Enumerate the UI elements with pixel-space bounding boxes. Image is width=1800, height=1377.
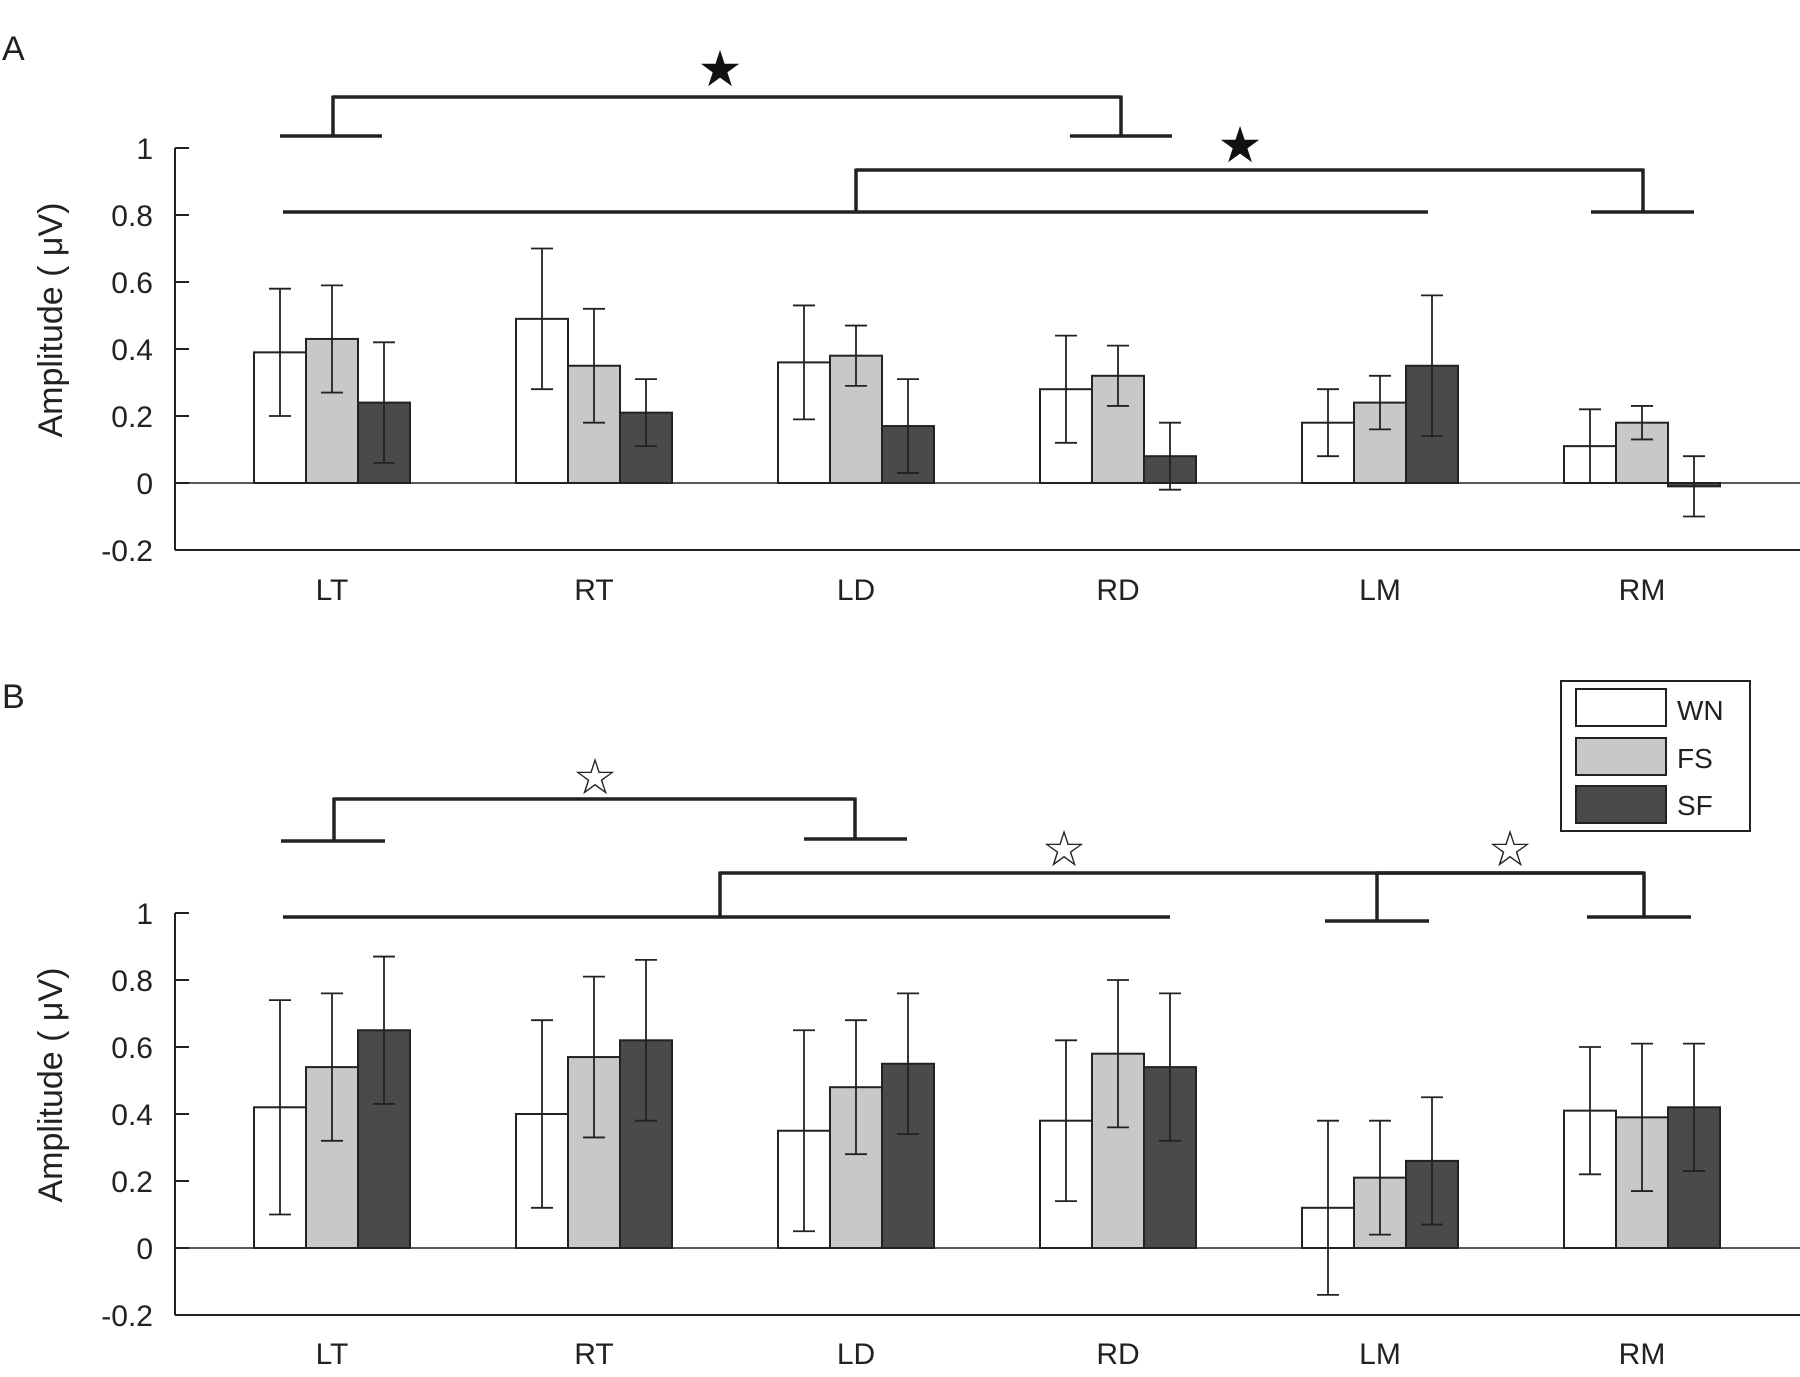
significance-star-outline-icon: ☆ [1488,820,1533,878]
category-label-lm: LM [1359,574,1401,607]
category-label-lm: LM [1359,1338,1401,1371]
bar-wn-rt [515,317,569,484]
category-label-rt: RT [574,1338,613,1371]
legend-label-fs: FS [1677,743,1713,774]
significance-star-outline-icon: ☆ [573,748,618,806]
category-label-rm: RM [1619,1338,1666,1371]
panel-label-b: B [2,678,25,716]
category-label-lt: LT [316,574,349,607]
legend-swatch-sf [1575,785,1667,824]
legend-label-wn: WN [1677,695,1724,726]
legend-label-sf: SF [1677,790,1713,821]
panel-b-plot: 1 0.8 0.6 0.4 0.2 0 -0.2 LT RT LD RD LM RM ☆ ☆ ☆ [101,748,1800,1371]
category-label-rd: RD [1096,1338,1139,1371]
y-tick-label: 1 [136,133,153,166]
y-tick-label: 1 [136,898,153,931]
bar-wn-ld [777,361,831,484]
panel-a-plot: 1 0.8 0.6 0.4 0.2 0 -0.2 LT RT LD RD LM RM ★ ★ [101,40,1800,607]
significance-star-outline-icon: ☆ [1042,820,1087,878]
category-label-rd: RD [1096,574,1139,607]
y-tick-label: 0.4 [111,334,153,367]
legend-swatch-fs [1575,737,1667,776]
significance-star-filled-icon: ★ [1218,116,1263,174]
y-tick-label: 0 [136,1233,153,1266]
y-tick-label: 0.8 [111,200,153,233]
y-tick-label: -0.2 [101,1300,153,1333]
category-label-ld: LD [837,1338,875,1371]
category-label-ld: LD [837,574,875,607]
y-axis-title-b: Amplitude ( μV) [32,968,70,1203]
y-tick-label: 0.2 [111,401,153,434]
y-tick-label: 0.2 [111,1166,153,1199]
panel-label-a: A [2,30,25,68]
category-label-rm: RM [1619,574,1666,607]
y-tick-label: 0.6 [111,267,153,300]
y-tick-label: 0.8 [111,965,153,998]
y-tick-label: 0 [136,468,153,501]
legend-swatch-wn [1575,688,1667,727]
y-tick-label: -0.2 [101,535,153,568]
y-tick-label: 0.4 [111,1099,153,1132]
significance-star-filled-icon: ★ [698,40,743,98]
bar-sf-ld [881,1062,935,1249]
legend: WN FS SF [1560,680,1751,832]
category-label-lt: LT [316,1338,349,1371]
category-label-rt: RT [574,574,613,607]
y-tick-label: 0.6 [111,1032,153,1065]
y-axis-title-a: Amplitude ( μV) [32,203,70,438]
